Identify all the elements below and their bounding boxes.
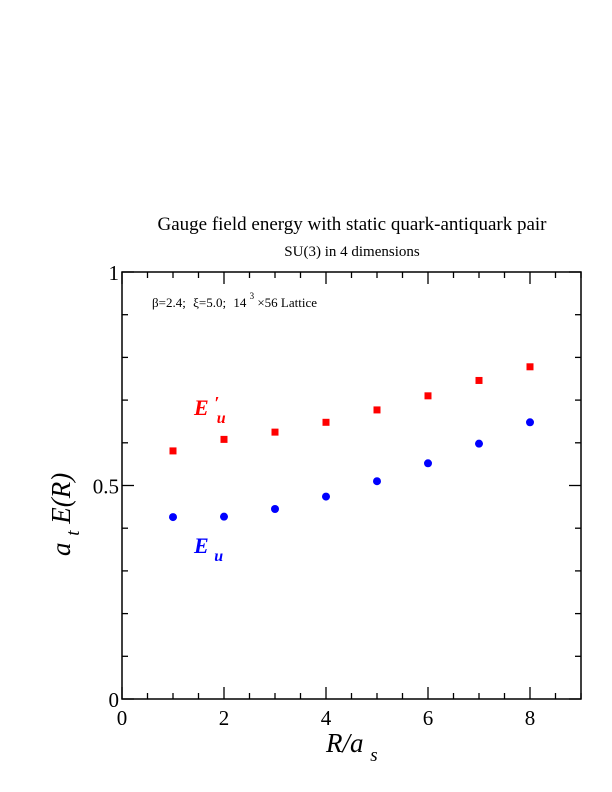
data-point-e-prime-u	[526, 363, 534, 371]
y-axis-label: a t E(R)	[46, 473, 85, 556]
plot-frame	[121, 271, 582, 700]
series-label-prime: ′	[214, 393, 219, 413]
y-axis-label-a: a	[46, 543, 76, 557]
data-point-e-prime-u	[373, 406, 381, 414]
series-label-main: E	[193, 395, 209, 420]
y-tick-label: 0.5	[93, 475, 119, 499]
x-axis-label-sub: s	[370, 745, 377, 766]
data-point-e-u	[322, 492, 330, 501]
annotation-beta: β=2.4;	[152, 295, 186, 310]
annotation-xi: ξ=5.0;	[193, 295, 226, 310]
data-point-e-prime-u	[169, 447, 177, 455]
annotation-lattice-base: 14	[233, 295, 247, 310]
y-axis-label-sub: t	[63, 530, 84, 536]
y-tick-label: 1	[109, 261, 120, 285]
data-point-e-prime-u	[424, 392, 432, 400]
x-tick-label: 6	[423, 706, 434, 730]
data-point-e-u	[526, 418, 534, 427]
data-point-e-prime-u	[271, 428, 279, 436]
series-label-main: E	[193, 533, 209, 558]
data-point-e-prime-u	[220, 435, 228, 443]
data-point-e-prime-u	[475, 376, 483, 384]
lattice-annotation: β=2.4; ξ=5.0; 14 3 ×56 Lattice	[152, 287, 317, 310]
x-tick-label: 4	[321, 706, 332, 730]
series-label-e-u: E u	[193, 533, 223, 565]
data-point-e-prime-u	[322, 418, 330, 426]
x-axis-label-main: R/a	[325, 728, 364, 758]
data-point-e-u	[424, 459, 432, 468]
axis-ticks	[121, 271, 582, 700]
x-tick-label: 0	[117, 706, 128, 730]
annotation-lattice-rest: ×56 Lattice	[257, 295, 317, 310]
x-tick-label: 8	[525, 706, 536, 730]
y-axis-label-rest: E(R)	[46, 473, 76, 525]
series-layer	[169, 363, 534, 522]
data-point-e-u	[220, 512, 228, 521]
annotation-lattice-exp: 3	[250, 291, 255, 301]
data-point-e-u	[475, 439, 483, 448]
x-axis-label: R/a s	[325, 728, 378, 766]
tick-labels: 0 2 4 6 8 0 0.5 1	[93, 261, 536, 730]
series-label-sub: u	[217, 410, 226, 427]
series-label-sub: u	[214, 548, 223, 565]
data-point-e-u	[373, 477, 381, 486]
data-point-e-u	[169, 513, 177, 522]
chart-title: Gauge field energy with static quark-ant…	[157, 214, 547, 235]
series-label-e-prime-u: E ′ u	[193, 389, 226, 427]
x-tick-label: 2	[219, 706, 230, 730]
data-point-e-u	[271, 504, 279, 513]
chart-subtitle: SU(3) in 4 dimensions	[284, 244, 420, 260]
y-tick-label: 0	[109, 688, 120, 712]
